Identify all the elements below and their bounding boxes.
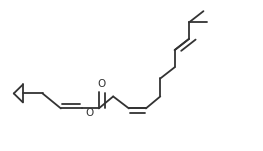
Text: O: O — [85, 108, 94, 118]
Text: O: O — [97, 79, 105, 90]
